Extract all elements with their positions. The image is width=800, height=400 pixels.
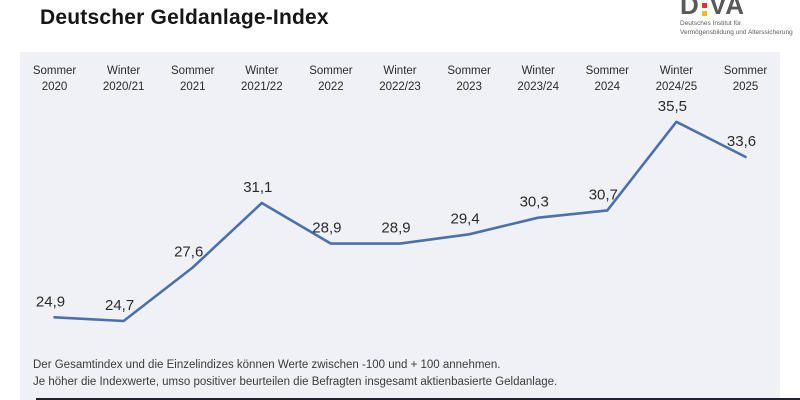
page-title: Deutscher Geldanlage-Index [40, 6, 329, 29]
logo-letter-d: D [680, 0, 700, 20]
data-point-label: 24,7 [105, 297, 134, 314]
x-axis-label-sommer-2023: Sommer 2023 [447, 65, 491, 93]
index-line-chart: 24,9 24,7 27,6 31,1 28,9 28,9 29,4 30,3 30,7 35,5… [36, 98, 756, 323]
x-axis-label-winter-2022-23: Winter 2022/23 [379, 65, 421, 93]
index-trend-line [53, 120, 747, 323]
logo-subtitle-line1: Deutsches Institut für [680, 20, 742, 28]
footnote-line2: Je höher die Indexwerte, umso positiver … [33, 375, 558, 388]
data-point-label: 28,9 [381, 220, 410, 237]
logo-i-dots-icon [701, 0, 707, 17]
logo-subtitle: Deutsches Institut für Vermögensbildung … [680, 20, 798, 38]
data-point-label: 24,9 [36, 293, 65, 310]
x-axis-label-winter-2023-24: Winter 2023/24 [517, 65, 559, 93]
data-point-label: 29,4 [450, 210, 479, 227]
x-axis-labels: Sommer 2020 Winter 2020/21 Sommer 2021 Winter 2… [20, 64, 780, 95]
x-axis-label-sommer-2025: Sommer 2025 [723, 65, 768, 93]
diva-logo: D VA Deutsches Institut für Vermögensbil… [680, 0, 798, 38]
x-axis-label-winter-2024-25: Winter 2024/25 [655, 65, 698, 93]
footnote: Der Gesamtindex und die Einzelindizes kö… [33, 357, 557, 392]
logo-dot-top [701, 3, 707, 9]
data-point-label: 28,9 [312, 220, 341, 237]
logo-wordmark: D VA [680, 0, 798, 20]
x-axis-label-winter-2021-22: Winter 2021/22 [241, 65, 283, 93]
logo-dot-bottom [701, 11, 707, 17]
data-point-label: 31,1 [243, 179, 272, 196]
logo-subtitle-line2: Vermögensbildung und Alterssicherung [680, 29, 793, 37]
x-axis-label-sommer-2020: Sommer 2020 [32, 65, 77, 93]
data-point-label: 33,6 [727, 133, 756, 150]
data-point-label: 35,5 [658, 98, 687, 115]
chart-panel: 24,9 24,7 27,6 31,1 28,9 28,9 29,4 30,3 30,7 35,5… [20, 52, 780, 400]
x-axis-label-winter-2020-21: Winter 2020/21 [102, 65, 145, 93]
x-axis-label-sommer-2022: Sommer 2022 [309, 65, 353, 93]
logo-letters-va: VA [709, 0, 745, 20]
footnote-line1: Der Gesamtindex und die Einzelindizes kö… [33, 358, 501, 371]
data-point-label: 27,6 [174, 244, 203, 261]
data-point-label: 30,3 [520, 194, 549, 211]
x-axis-label-sommer-2024: Sommer 2024 [585, 65, 630, 93]
bottom-divider [36, 398, 800, 400]
x-axis-label-sommer-2021: Sommer 2021 [171, 65, 215, 93]
data-point-label: 30,7 [589, 186, 618, 203]
